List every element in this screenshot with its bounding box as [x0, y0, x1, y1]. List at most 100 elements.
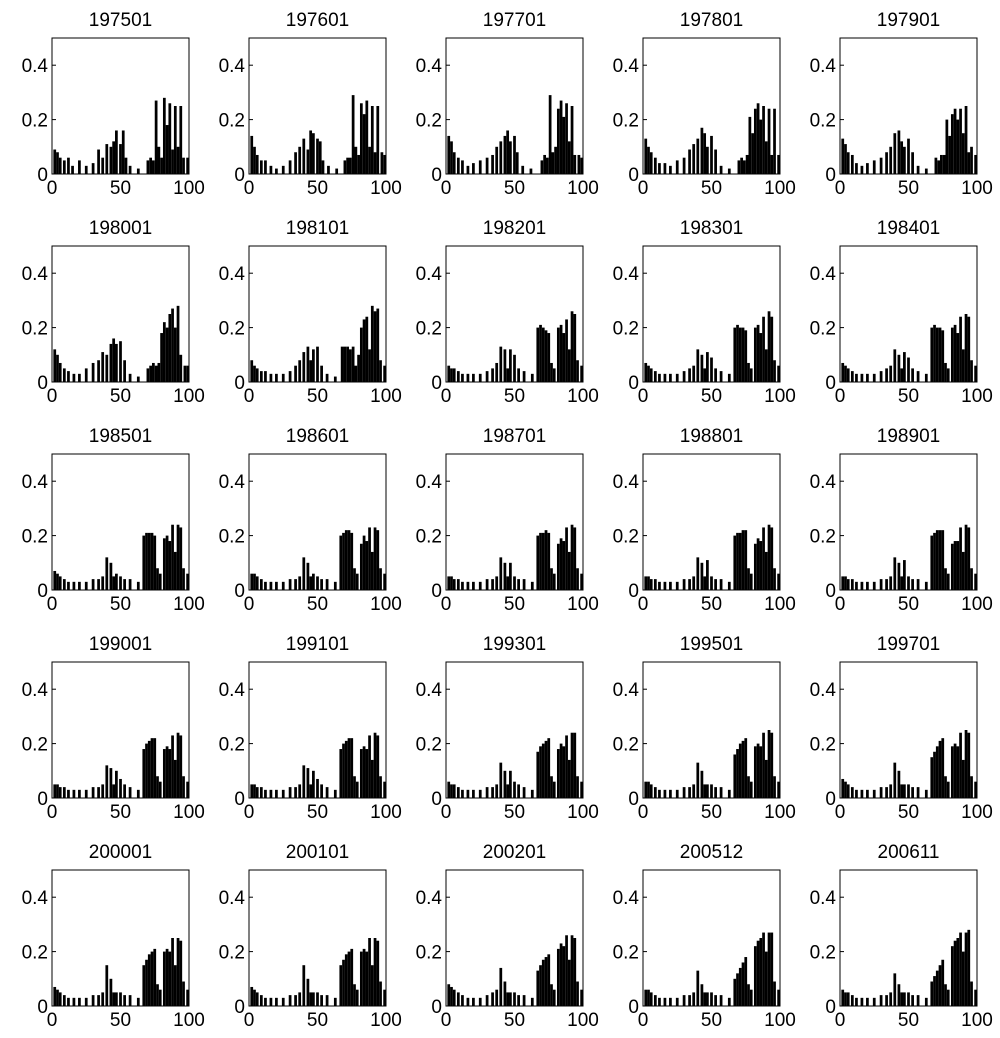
bar	[165, 948, 169, 1006]
bar	[316, 346, 319, 382]
bar	[105, 144, 109, 174]
bar	[379, 776, 382, 798]
bar	[78, 160, 81, 174]
subplot-199701: 199701 0 0.2 0.4 0 50 100	[810, 634, 993, 823]
bar	[150, 532, 154, 590]
bar	[959, 527, 962, 590]
bar	[576, 360, 579, 382]
bar	[370, 305, 374, 382]
bar	[101, 576, 105, 590]
subplot-200611: 200611 0 0.2 0.4 0 50 100	[810, 842, 993, 1031]
bar	[889, 576, 893, 590]
y-tick-label: 0.2	[22, 111, 48, 132]
y-tick-label: 0.4	[22, 680, 49, 701]
y-tick-label: 0	[628, 997, 639, 1018]
bar	[373, 732, 377, 798]
bar	[373, 527, 377, 590]
bar	[109, 562, 113, 590]
x-tick-label: 0	[441, 594, 452, 615]
bar	[368, 349, 371, 382]
x-tick-label: 100	[173, 1010, 205, 1031]
bar	[756, 940, 760, 1006]
bar	[967, 929, 971, 1006]
x-tick-label: 100	[764, 178, 796, 199]
x-tick-label: 50	[701, 1010, 722, 1031]
bar	[503, 135, 507, 174]
bar	[924, 168, 928, 174]
bar	[264, 789, 267, 798]
bar	[376, 735, 380, 798]
bar	[897, 130, 901, 174]
bar	[182, 157, 185, 174]
bar	[288, 579, 292, 590]
subplot-200201: 200201 0 0.2 0.4 0 50 100	[416, 842, 599, 1031]
bar	[700, 984, 704, 1006]
bar	[719, 371, 723, 382]
bar	[347, 951, 351, 1006]
y-tick-label: 0	[825, 165, 836, 186]
bar	[956, 541, 960, 590]
bar	[773, 981, 776, 1006]
bar	[119, 778, 122, 798]
bar	[97, 995, 100, 1006]
bar	[554, 146, 557, 174]
x-tick-label: 50	[898, 1010, 919, 1031]
bar	[536, 535, 540, 590]
bar	[472, 373, 475, 382]
bar	[753, 327, 757, 382]
bar	[950, 543, 954, 590]
bar	[967, 732, 971, 798]
bar	[499, 141, 503, 174]
y-tick-label: 0	[234, 165, 245, 186]
bar	[288, 371, 292, 382]
bar	[115, 770, 118, 798]
bar	[264, 581, 267, 590]
bar	[756, 103, 760, 174]
bar	[907, 138, 910, 174]
x-tick-label: 0	[47, 1010, 58, 1031]
bar	[53, 149, 57, 174]
bar	[860, 997, 864, 1006]
bar	[559, 324, 563, 382]
bar	[900, 141, 904, 174]
bar	[325, 579, 329, 590]
bar	[509, 770, 512, 798]
bar	[461, 789, 464, 798]
bar	[762, 932, 765, 1006]
x-tick-label: 100	[567, 386, 599, 407]
x-tick-label: 50	[701, 594, 722, 615]
bar	[124, 157, 128, 174]
bar	[78, 997, 81, 1006]
bar	[911, 787, 914, 798]
bar	[846, 368, 850, 382]
bar	[456, 371, 460, 382]
bar	[547, 333, 551, 382]
bar	[559, 100, 563, 174]
bar	[447, 781, 451, 798]
bar	[350, 532, 354, 590]
bar	[649, 784, 653, 798]
bar	[485, 995, 489, 1006]
y-tick-label: 0.2	[613, 735, 639, 756]
bar	[916, 995, 920, 1006]
bar	[850, 787, 854, 798]
bar	[770, 732, 774, 798]
bar	[550, 776, 553, 798]
bar	[885, 368, 888, 382]
bar	[956, 119, 960, 174]
y-tick-label: 0	[37, 581, 48, 602]
bar	[696, 557, 700, 590]
bar	[58, 362, 62, 382]
bar	[154, 100, 158, 174]
bar	[565, 527, 568, 590]
bar	[719, 579, 723, 590]
bar	[503, 349, 507, 382]
bar	[559, 743, 563, 798]
bar	[84, 789, 88, 798]
bar	[78, 373, 81, 382]
bar	[370, 759, 374, 798]
bar	[663, 997, 667, 1006]
bar	[974, 573, 977, 590]
y-tick-label: 0.4	[810, 680, 837, 701]
x-tick-label: 100	[370, 386, 402, 407]
